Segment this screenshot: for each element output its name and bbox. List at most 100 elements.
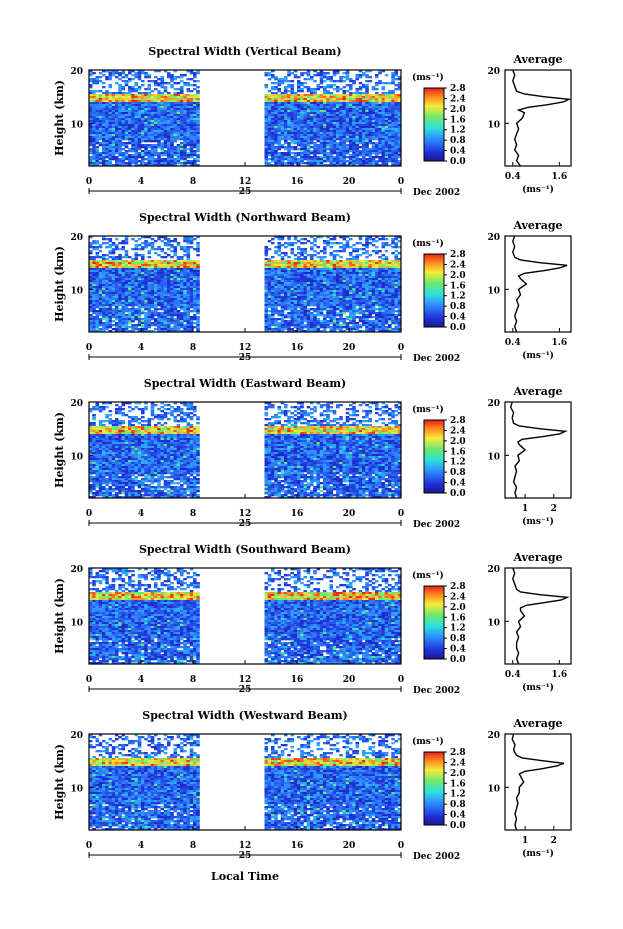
heatmap-cell	[368, 116, 373, 119]
heatmap-cell	[115, 282, 119, 285]
heatmap-cell	[371, 94, 376, 97]
heatmap-cell	[111, 292, 116, 295]
heatmap-cell	[118, 150, 122, 153]
heatmap-cell	[375, 106, 379, 109]
heatmap-cell	[98, 328, 103, 331]
heatmap-cell	[326, 158, 330, 161]
heatmap-cell	[193, 98, 197, 101]
heatmap-cell	[95, 152, 100, 155]
heatmap-cell	[183, 266, 187, 269]
heatmap-cell	[352, 104, 356, 107]
heatmap-cell	[111, 264, 116, 267]
heatmap-cell	[134, 112, 139, 115]
heatmap-cell	[193, 136, 197, 139]
heatmap-cell	[128, 150, 132, 153]
heatmap-cell	[144, 144, 148, 147]
heatmap-cell	[264, 116, 269, 119]
heatmap-cell	[297, 306, 301, 309]
heatmap-cell	[137, 288, 142, 291]
heatmap-cell	[375, 156, 379, 159]
heatmap-cell	[316, 162, 321, 165]
heatmap-cell	[293, 140, 298, 143]
heatmap-cell	[274, 78, 278, 81]
heatmap-cell	[375, 160, 379, 163]
heatmap-cell	[355, 142, 360, 145]
heatmap-cell	[111, 116, 116, 119]
heatmap-cell	[131, 310, 135, 313]
heatmap-cell	[183, 142, 187, 145]
heatmap-cell	[326, 96, 330, 99]
heatmap-cell	[365, 140, 369, 143]
heatmap-cell	[102, 142, 106, 145]
heatmap-cell	[297, 294, 301, 297]
heatmap-cell	[105, 246, 109, 249]
heatmap-cell	[352, 102, 356, 105]
heatmap-cell	[108, 70, 113, 73]
heatmap-cell	[98, 260, 103, 263]
heatmap-cell	[267, 290, 272, 293]
heatmap-cell	[196, 128, 200, 131]
heatmap-cell	[277, 162, 282, 165]
heatmap-cell	[98, 128, 103, 131]
heatmap-cell	[339, 148, 343, 151]
heatmap-cell	[180, 300, 184, 303]
day-label: 25	[239, 187, 252, 197]
heatmap-cell	[293, 258, 298, 261]
heatmap-cell	[131, 324, 135, 327]
heatmap-cell	[284, 264, 288, 267]
heatmap-cell	[189, 128, 194, 131]
heatmap-cell	[371, 136, 376, 139]
heatmap-cell	[154, 94, 158, 97]
heatmap-cell	[150, 128, 155, 131]
heatmap-cell	[89, 140, 93, 143]
heatmap-cell	[264, 282, 269, 285]
heatmap-cell	[193, 266, 197, 269]
heatmap-cell	[176, 318, 181, 321]
heatmap-cell	[319, 136, 324, 139]
heatmap-cell	[290, 126, 295, 129]
heatmap-cell	[147, 134, 152, 137]
heatmap-cell	[388, 152, 392, 155]
heatmap-cell	[176, 148, 181, 151]
heatmap-cell	[332, 146, 337, 149]
heatmap-cell	[297, 108, 301, 111]
heatmap-cell	[157, 320, 161, 323]
heatmap-cell	[147, 284, 152, 287]
heatmap-cell	[287, 154, 291, 157]
heatmap-cell	[391, 76, 395, 79]
heatmap-cell	[287, 312, 291, 315]
heatmap-cell	[98, 132, 103, 135]
heatmap-cell	[92, 160, 96, 163]
heatmap-cell	[271, 134, 275, 137]
heatmap-cell	[193, 108, 197, 111]
heatmap-cell	[339, 124, 343, 127]
heatmap-cell	[147, 126, 152, 129]
heatmap-cell	[167, 134, 171, 137]
heatmap-cell	[131, 284, 135, 287]
heatmap-cell	[102, 274, 106, 277]
heatmap-cell	[290, 118, 295, 121]
heatmap-cell	[280, 252, 285, 255]
heatmap-cell	[303, 112, 308, 115]
heatmap-cell	[375, 82, 379, 85]
heatmap-cell	[167, 92, 171, 95]
heatmap-cell	[134, 120, 139, 123]
heatmap-cell	[267, 126, 272, 129]
heatmap-cell	[141, 264, 145, 267]
heatmap-cell	[98, 158, 103, 161]
heatmap-cell	[196, 250, 200, 253]
heatmap-cell	[391, 152, 395, 155]
heatmap-cell	[167, 248, 171, 251]
heatmap-cell	[111, 120, 116, 123]
heatmap-cell	[332, 104, 337, 107]
heatmap-cell	[186, 116, 191, 119]
heatmap-cell	[137, 122, 142, 125]
heatmap-cell	[313, 164, 317, 167]
heatmap-cell	[290, 84, 295, 87]
heatmap-cell	[297, 130, 301, 133]
heatmap-cell	[274, 320, 278, 323]
heatmap-cell	[388, 108, 392, 111]
heatmap-cell	[124, 120, 129, 123]
heatmap-cell	[115, 248, 119, 251]
heatmap-cell	[378, 136, 382, 139]
